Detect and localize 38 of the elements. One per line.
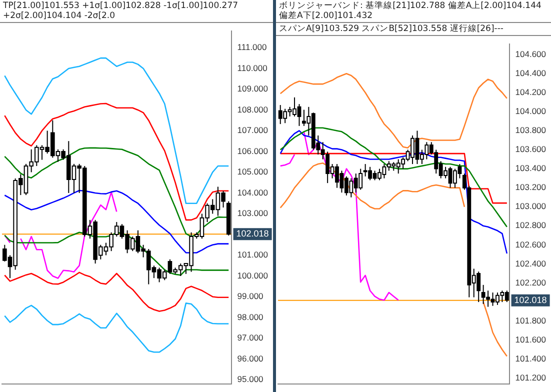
y-tick-label: 101.600 xyxy=(515,334,546,344)
chart-title: ボリンジャーバンド: 基準線[21]102.788 偏差A上[2.00]104.144 偏差A下[2.00]101.432 xyxy=(276,0,551,23)
chart-subtitle: スパンA[9]103.529 スパンB[52]103.558 遅行線[26]--- xyxy=(276,23,551,36)
y-tick-label: 108.000 xyxy=(237,104,268,114)
y-tick-label: 104.400 xyxy=(515,68,546,78)
y-tick-label: 98.000 xyxy=(237,312,264,322)
y-tick-label: 102.400 xyxy=(515,258,546,268)
y-tick-label: 97.000 xyxy=(237,332,264,343)
y-tick-label: 101.000 xyxy=(237,250,268,260)
y-tick-label: 101.400 xyxy=(515,353,546,364)
y-tick-label: 103.000 xyxy=(237,208,268,218)
y-tick-label: 95.000 xyxy=(237,374,264,384)
chart-title: TP[21.00]101.553 +1σ[1.00]102.828 -1σ[1.00]100.277 +2σ[2.00]104.104 -2σ[2.0 xyxy=(0,0,273,23)
y-tick-label: 99.000 xyxy=(237,291,264,302)
y-tick-label: 105.000 xyxy=(237,166,268,177)
y-tick-label: 104.000 xyxy=(515,106,546,116)
y-tick-label: 102.800 xyxy=(515,220,546,230)
y-tick-label: 96.000 xyxy=(237,353,264,364)
y-tick-label: 107.000 xyxy=(237,125,268,136)
y-tick-label: 103.800 xyxy=(515,125,546,136)
y-tick-label: 100.000 xyxy=(237,270,268,280)
y-tick-label: 103.600 xyxy=(515,144,546,154)
y-tick-label: 109.000 xyxy=(237,84,268,94)
y-tick-label: 101.200 xyxy=(515,372,546,383)
y-tick-label: 101.800 xyxy=(515,315,546,326)
y-tick-label: 104.600 xyxy=(515,48,546,59)
y-tick-label: 110.000 xyxy=(237,62,268,73)
y-tick-label: 111.000 xyxy=(237,42,268,52)
y-tick-label: 104.200 xyxy=(515,86,546,97)
ref-line-label: 102.018 xyxy=(236,228,269,239)
y-tick-label: 104.000 xyxy=(237,187,268,198)
y-tick-label: 102.200 xyxy=(515,277,546,288)
y-tick-label: 103.400 xyxy=(515,163,546,174)
y-tick-label: 106.000 xyxy=(237,146,268,156)
y-tick-label: 103.200 xyxy=(515,182,546,192)
ref-line-label: 102.018 xyxy=(514,294,547,305)
y-tick-label: 102.600 xyxy=(515,239,546,250)
y-tick-label: 103.000 xyxy=(515,201,546,212)
